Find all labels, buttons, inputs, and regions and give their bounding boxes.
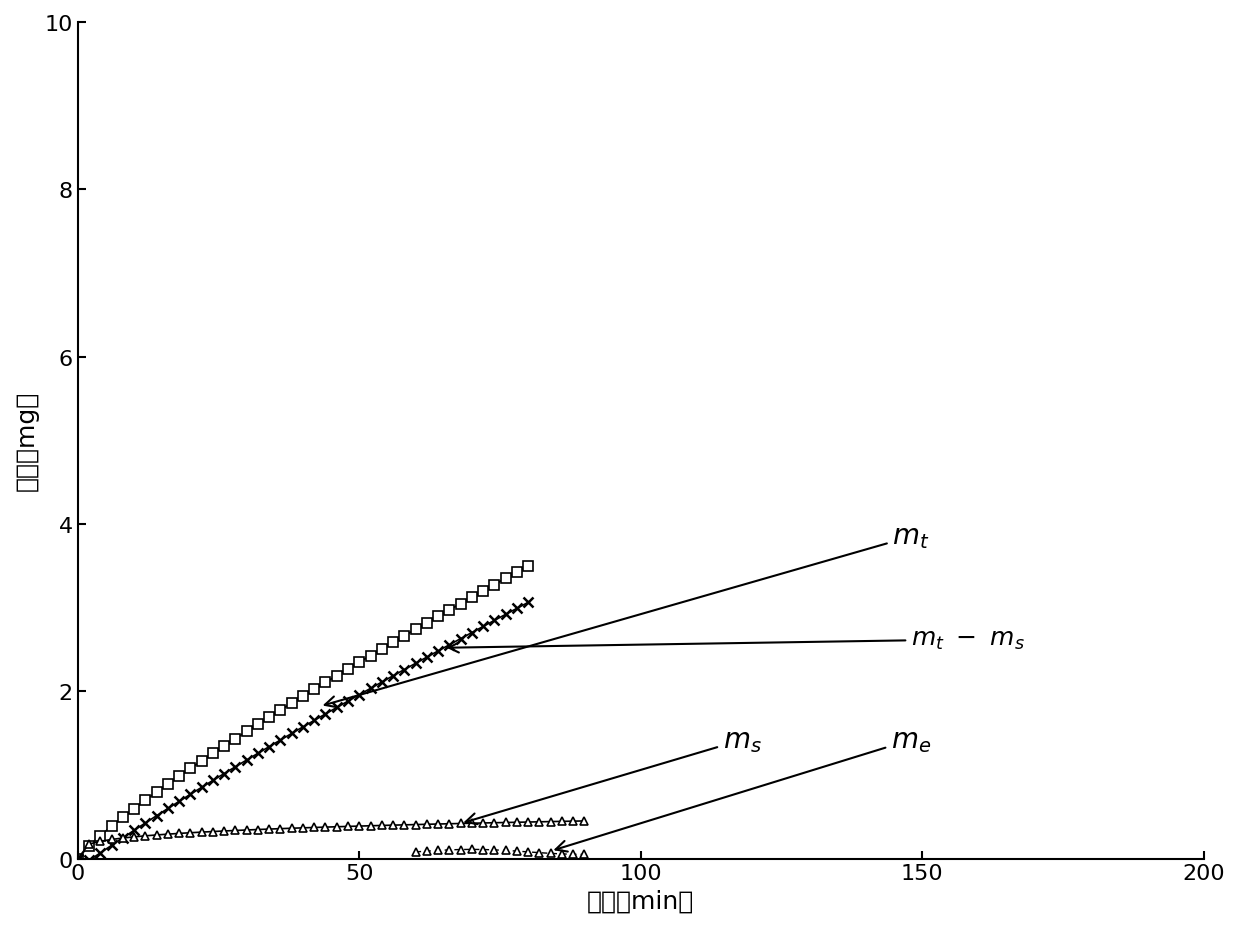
X-axis label: 时间（min）: 时间（min） <box>587 889 694 913</box>
Text: $\mathit{m}_\mathit{s}$: $\mathit{m}_\mathit{s}$ <box>465 726 761 824</box>
Text: $\mathit{m}_\mathit{t}$: $\mathit{m}_\mathit{t}$ <box>325 523 930 707</box>
Y-axis label: 质量（mg）: 质量（mg） <box>15 391 38 491</box>
Text: $\mathit{m}_\mathit{e}$: $\mathit{m}_\mathit{e}$ <box>556 726 931 852</box>
Text: $\mathit{m}_\mathit{t}\ -\ \mathit{m}_\mathit{s}$: $\mathit{m}_\mathit{t}\ -\ \mathit{m}_\m… <box>449 627 1025 652</box>
